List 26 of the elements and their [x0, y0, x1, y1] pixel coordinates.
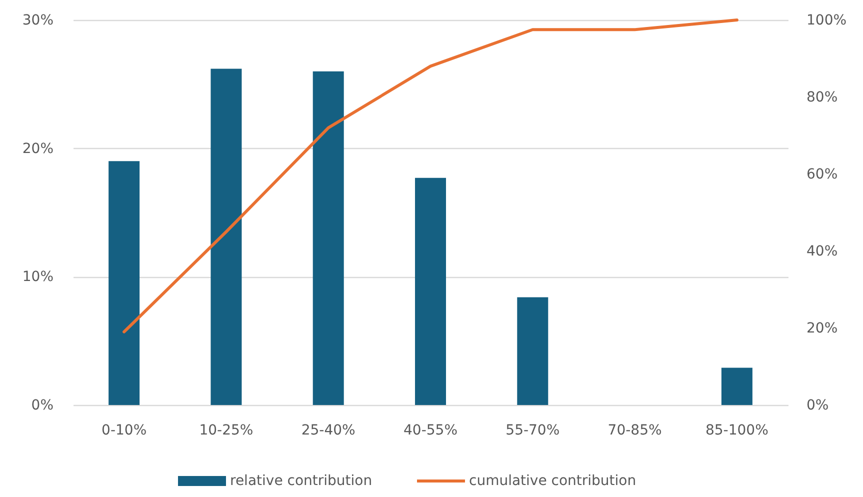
x-tick-label: 85-100% [705, 422, 768, 438]
x-tick-label: 0-10% [102, 422, 147, 438]
y2-tick-label: 60% [806, 166, 838, 182]
bar [517, 297, 548, 405]
bar [210, 68, 242, 405]
bar [108, 161, 140, 405]
y2-tick-label: 20% [806, 320, 838, 336]
y-tick-label: 10% [22, 269, 54, 286]
legend-label: relative contribution [230, 473, 372, 489]
x-tick-label: 10-25% [199, 422, 254, 438]
x-tick-label: 70-85% [608, 422, 662, 438]
y-tick-label: 30% [22, 12, 54, 28]
bar [312, 71, 344, 405]
x-tick-label: 55-70% [506, 422, 560, 438]
x-tick-label: 40-55% [404, 422, 458, 438]
y2-tick-label: 0% [806, 398, 829, 414]
y-tick-label: 20% [22, 140, 54, 157]
legend-label: cumulative contribution [469, 473, 636, 489]
bar [415, 178, 446, 405]
y2-tick-label: 80% [806, 90, 838, 106]
bar [721, 368, 752, 405]
y-tick-label: 0% [31, 398, 54, 414]
x-tick-label: 25-40% [301, 422, 356, 438]
line-series [122, 18, 738, 334]
y2-tick-label: 40% [806, 244, 838, 260]
y2-tick-label: 100% [806, 12, 847, 28]
